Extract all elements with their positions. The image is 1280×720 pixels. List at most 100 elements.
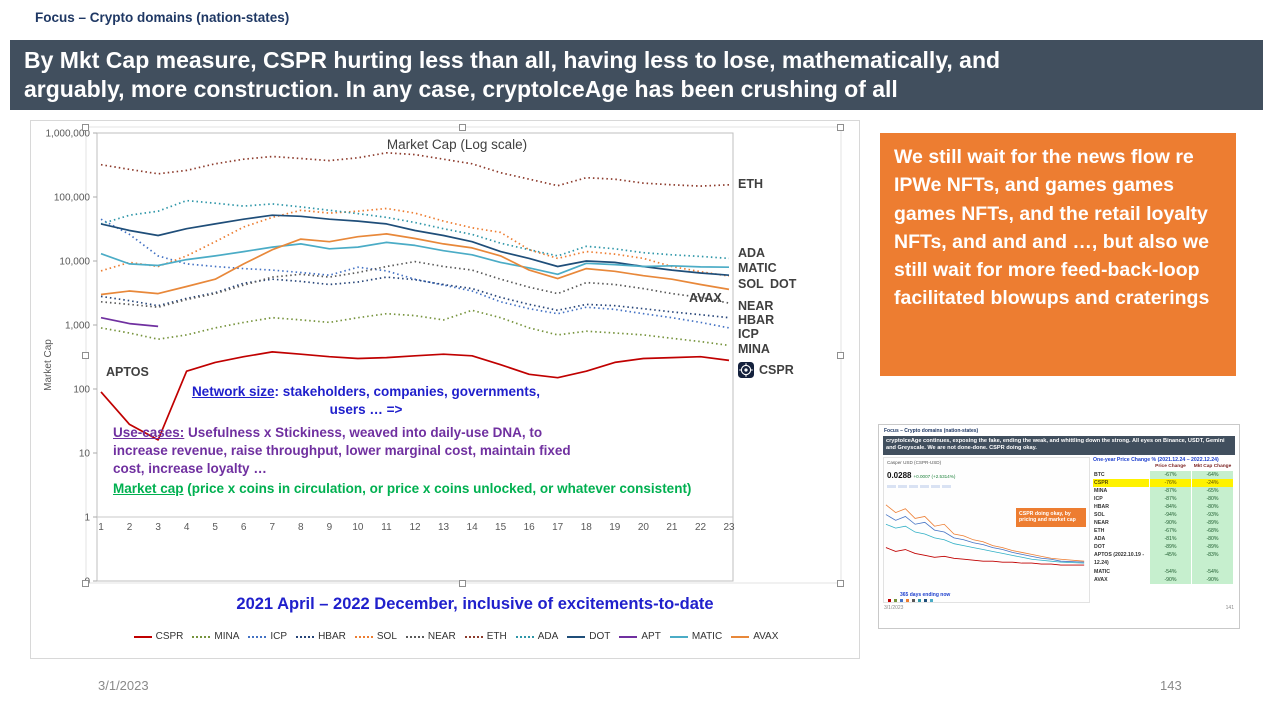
series-line-mina xyxy=(100,309,730,347)
thumb-table-cell: MATIC xyxy=(1094,568,1111,575)
news-callout[interactable]: We still wait for the news flow re IPWe … xyxy=(880,133,1236,376)
legend-item-mina: MINA xyxy=(192,631,239,642)
selection-handle-top-right[interactable] xyxy=(837,124,844,131)
selection-handle-middle-right[interactable] xyxy=(837,352,844,359)
thumb-table-cell: -24% xyxy=(1192,478,1233,487)
selection-handle-top-left[interactable] xyxy=(82,124,89,131)
x-tick-label: 11 xyxy=(381,522,392,533)
thumb-table-title: One-year Price Change % (2021.12.24 – 20… xyxy=(1093,456,1219,463)
thumb-col-price: Price Change xyxy=(1155,464,1186,470)
thumb-table-cell: -67% xyxy=(1150,527,1191,536)
legend-item-matic: MATIC xyxy=(669,631,722,642)
y-tick-label: 1,000 xyxy=(65,321,90,332)
thumb-table-cell: -83% xyxy=(1192,551,1233,568)
thumb-table-cell: ICP xyxy=(1094,495,1103,502)
x-tick-label: 14 xyxy=(467,522,479,533)
thumb-table-cell: APTOS (2022.10.19 - 12.24) xyxy=(1094,552,1145,567)
thumb-col-mktcap: Mkt Cap Change xyxy=(1193,464,1232,470)
legend-swatch xyxy=(248,635,267,638)
thumb-table-row: NEAR -90% -89% xyxy=(1093,519,1235,528)
x-tick-label: 1 xyxy=(98,522,104,533)
x-tick-label: 12 xyxy=(409,522,421,533)
legend-swatch xyxy=(515,635,534,638)
y-tick-label: 1 xyxy=(84,513,90,524)
legend-swatch xyxy=(619,635,638,638)
y-tick-label: 1,000,000 xyxy=(46,129,91,140)
thumb-table-cell: -76% xyxy=(1150,478,1191,487)
thumb-table-colheads: Price Change Mkt Cap Change xyxy=(1093,464,1235,470)
thumb-table-cell: -54% xyxy=(1192,567,1233,576)
market-cap-chart[interactable]: Market Cap (Log scale) Market Cap 1,000,… xyxy=(37,125,843,587)
thumb-table-cell: -64% xyxy=(1192,470,1233,479)
series-label-matic: MATIC xyxy=(738,261,777,275)
legend-swatch xyxy=(669,635,688,638)
chart-object[interactable]: Market Cap (Log scale) Market Cap 1,000,… xyxy=(30,120,860,659)
selection-handle-bottom-left[interactable] xyxy=(82,580,89,587)
x-tick-label: 18 xyxy=(581,522,593,533)
annotation-marketcap-rest: (price x coins in circulation, or price … xyxy=(183,481,692,496)
legend-label: MINA xyxy=(214,631,240,642)
thumb-table-cell: DOT xyxy=(1094,544,1105,551)
selection-handle-middle-left[interactable] xyxy=(82,352,89,359)
page-number: 143 xyxy=(1160,678,1182,693)
thumb-table-cell: -84% xyxy=(1150,503,1191,512)
chart-title: Market Cap (Log scale) xyxy=(387,137,527,152)
x-tick-label: 3 xyxy=(155,522,161,533)
thumb-price: 0.0288 xyxy=(887,470,912,480)
headline-line1: By Mkt Cap measure, CSPR hurting less th… xyxy=(24,47,1001,73)
y-tick-label: 100,000 xyxy=(54,193,91,204)
thumb-table-cell: -89% xyxy=(1150,543,1191,552)
x-tick-label: 5 xyxy=(212,522,218,533)
series-label-mina: MINA xyxy=(738,342,770,356)
legend-label: CSPR xyxy=(155,631,184,642)
legend-item-apt: APT xyxy=(619,631,661,642)
cspr-logo-icon xyxy=(738,362,754,378)
thumb-table-cell: -80% xyxy=(1192,535,1233,544)
thumb-table-row: BTC -67% -64% xyxy=(1093,470,1235,479)
selection-handle-bottom-center[interactable] xyxy=(459,580,466,587)
legend-item-avax: AVAX xyxy=(731,631,778,642)
thumb-table-cell: HBAR xyxy=(1094,504,1109,511)
selection-handle-top-center[interactable] xyxy=(459,124,466,131)
annotation-network-size: Network size: stakeholders, companies, g… xyxy=(191,383,541,419)
x-tick-label: 22 xyxy=(695,522,707,533)
thumb-table-row: MINA -87% -65% xyxy=(1093,486,1235,495)
thumb-table-cell: -80% xyxy=(1192,494,1233,504)
thumb-table-row: AVAX -90% -90% xyxy=(1093,575,1235,584)
series-line-cspr xyxy=(100,351,730,441)
selection-handle-bottom-right[interactable] xyxy=(837,580,844,587)
thumb-table-row: MATIC -54% -54% xyxy=(1093,567,1235,576)
thumb-callout: CSPR doing okay, by pricing and market c… xyxy=(1016,507,1086,528)
thumb-table-cell: -81% xyxy=(1150,535,1191,544)
series-label-ada: ADA xyxy=(738,246,765,260)
thumb-table-cell: -67% xyxy=(1150,470,1191,479)
thumb-table-cell: -89% xyxy=(1192,543,1233,552)
thumb-table-cell: MINA xyxy=(1094,487,1108,494)
legend-label: ICP xyxy=(270,631,288,642)
legend-item-icp: ICP xyxy=(248,631,287,642)
thumb-ticker: Casper USD (CSPR-USD) xyxy=(887,459,942,465)
headline-banner[interactable]: By Mkt Cap measure, CSPR hurting less th… xyxy=(10,40,1263,110)
thumb-table: One-year Price Change % (2021.12.24 – 20… xyxy=(1093,457,1235,603)
x-tick-label: 17 xyxy=(552,522,564,533)
annotation-usecases-rest: Usefulness x Stickiness, weaved into dai… xyxy=(113,425,571,476)
news-callout-text: We still wait for the news flow re IPWe … xyxy=(894,146,1210,310)
thumb-table-cell: -87% xyxy=(1150,486,1191,495)
legend-swatch xyxy=(464,635,483,638)
series-line-ada xyxy=(100,199,730,260)
y-tick-label: 10,000 xyxy=(59,257,90,268)
headline-line2: arguably, more construction. In any case… xyxy=(24,75,898,102)
slide-kicker: Focus – Crypto domains (nation-states) xyxy=(35,10,290,25)
thumb-price-block: Casper USD (CSPR-USD) 0.0288 +0.0007 (+2.… xyxy=(884,458,1089,483)
thumb-footer: 3/1/2023 141 xyxy=(884,605,1234,611)
thumb-table-cell: SOL xyxy=(1094,512,1105,519)
chart-caption: 2021 April – 2022 December, inclusive of… xyxy=(236,595,714,613)
series-line-eth xyxy=(100,151,730,187)
legend-item-ada: ADA xyxy=(515,631,558,642)
series-label-avax: AVAX xyxy=(689,291,723,305)
slide-thumbnail[interactable]: Focus – Crypto domains (nation-states) c… xyxy=(878,424,1240,629)
thumb-table-cell: NEAR xyxy=(1094,520,1109,527)
thumb-table-cell: -65% xyxy=(1192,486,1233,495)
legend-swatch xyxy=(405,635,424,638)
